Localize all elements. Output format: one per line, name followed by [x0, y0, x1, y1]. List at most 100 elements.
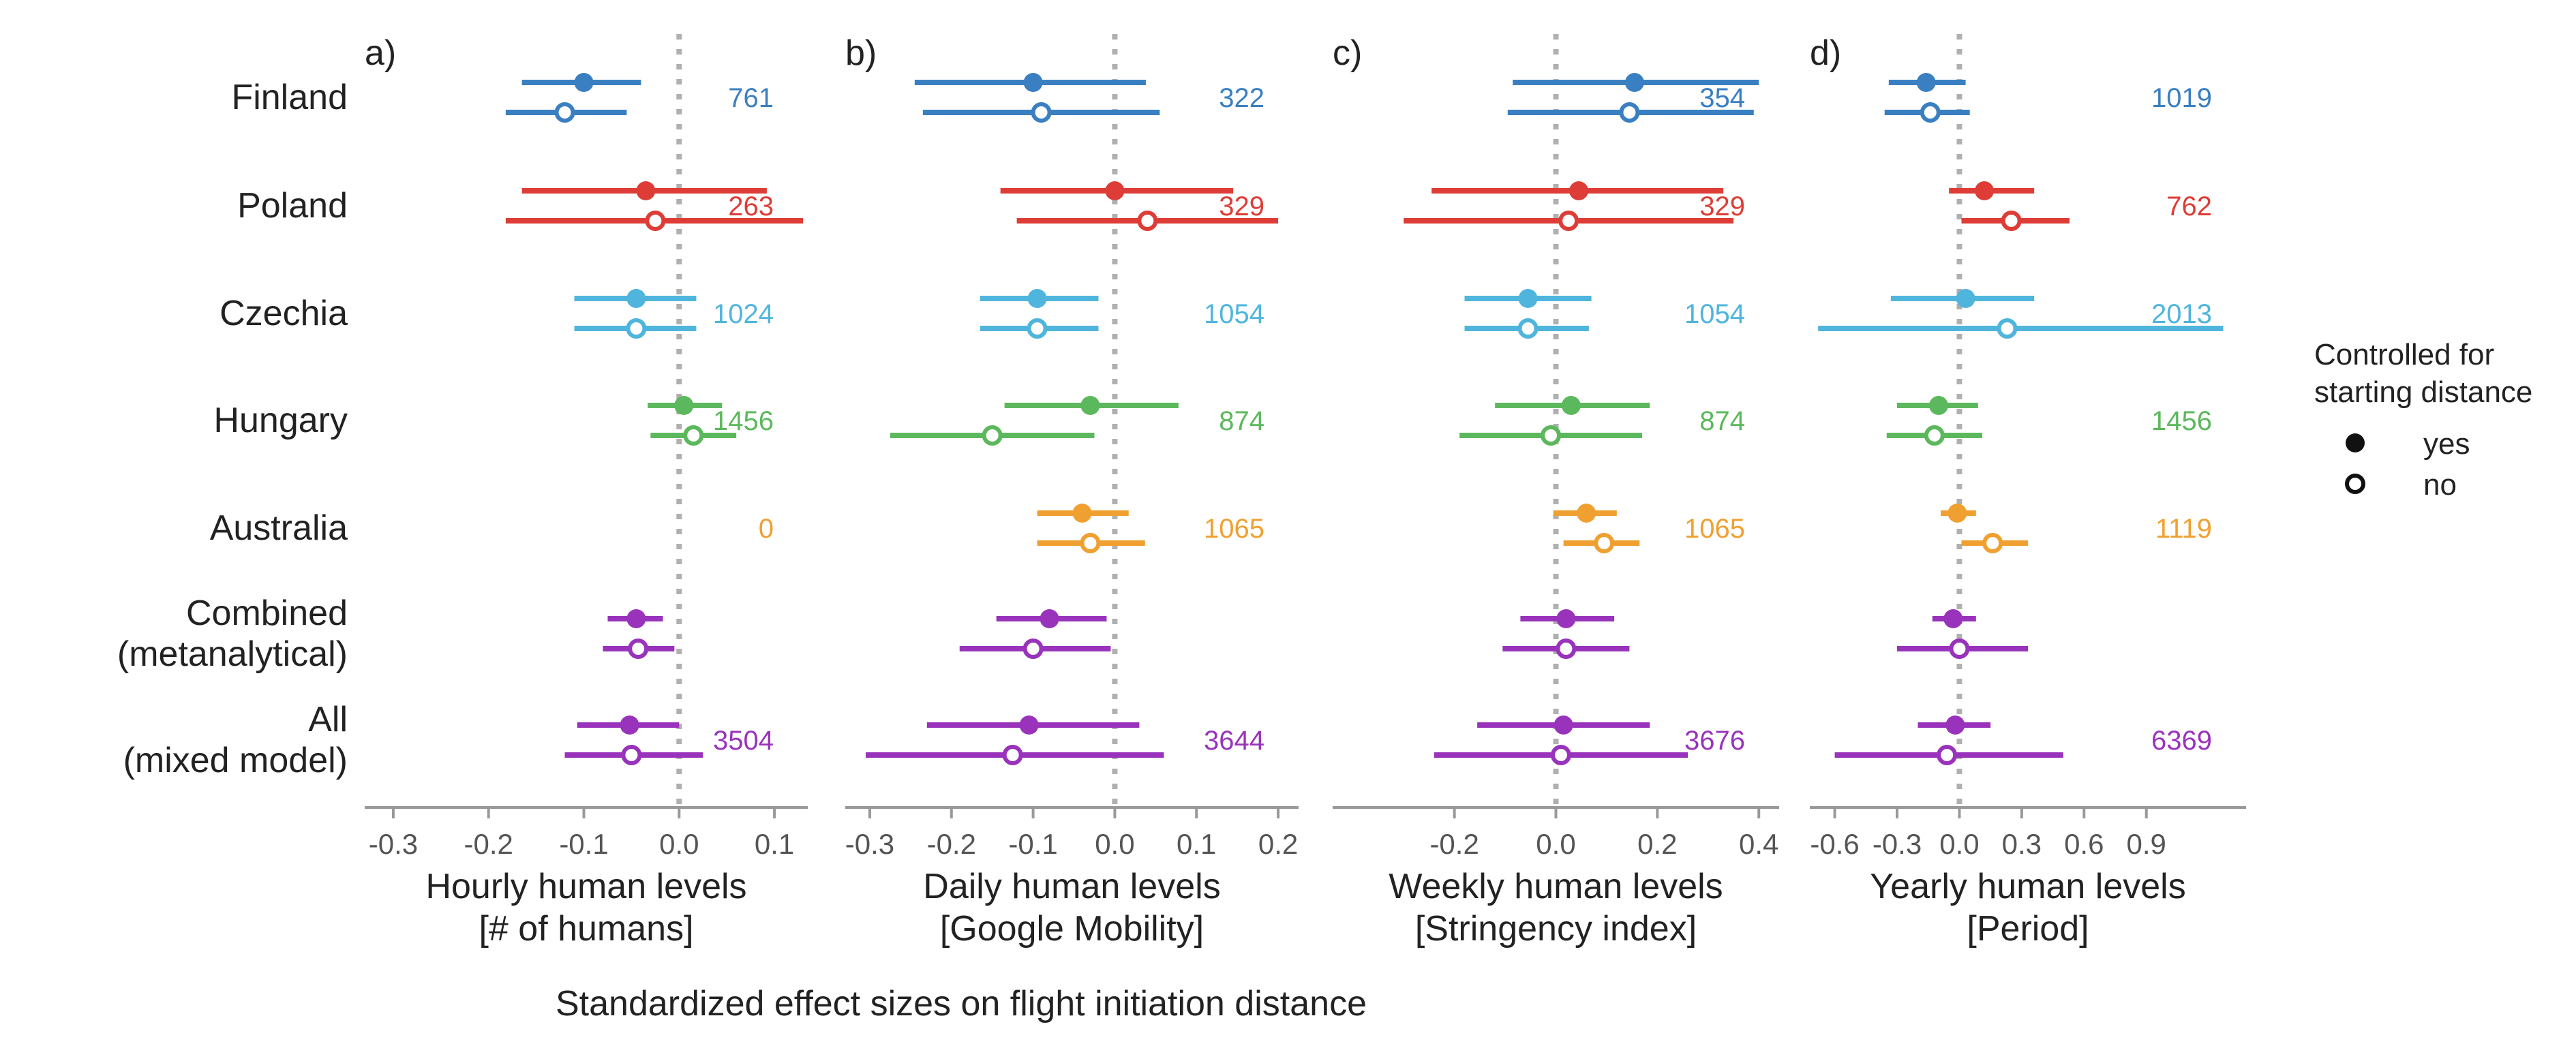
point-estimate-finland-no: [1920, 102, 1941, 123]
sample-size-label: 322: [1219, 83, 1264, 113]
sample-size-label: 3676: [1684, 726, 1745, 756]
sample-size-label: 1119: [2155, 514, 2212, 544]
point-estimate-czechia-no: [1027, 318, 1048, 339]
point-estimate-combined-yes: [626, 609, 646, 628]
row-label-combined-sub: (metanalytical): [117, 634, 348, 674]
point-estimate-czechia-yes: [1027, 289, 1047, 308]
legend-title: Controlled for: [2314, 338, 2494, 371]
point-estimate-combined-no: [1556, 639, 1577, 659]
x-tick-label: 0.3: [2002, 828, 2042, 860]
point-estimate-poland-yes: [1569, 181, 1588, 200]
point-estimate-all-yes: [1945, 716, 1965, 735]
sample-size-label: 1065: [1684, 514, 1745, 544]
x-tick-label: 0.9: [2127, 828, 2166, 860]
x-tick-label: -0.3: [845, 828, 894, 860]
sample-size-label: 1456: [2151, 406, 2212, 436]
point-estimate-finland-no: [1031, 102, 1052, 123]
sample-size-label: 354: [1699, 83, 1745, 113]
point-estimate-australia-yes: [1948, 504, 1967, 523]
sample-size-label: 1024: [713, 299, 774, 329]
point-estimate-hungary-yes: [674, 396, 694, 415]
x-tick-label: -0.2: [927, 828, 976, 860]
point-estimate-poland-no: [1137, 211, 1158, 231]
point-estimate-combined-yes: [1556, 609, 1576, 628]
x-tick-label: -0.3: [369, 828, 418, 860]
point-estimate-australia-no: [1080, 533, 1101, 553]
point-estimate-poland-yes: [1975, 181, 1994, 200]
x-tick-label: 0.1: [755, 828, 794, 860]
row-label-czechia: Czechia: [219, 294, 348, 333]
point-estimate-combined-no: [628, 639, 649, 659]
x-axis-title: Daily human levels: [923, 867, 1220, 906]
x-tick-label: 0.0: [1095, 828, 1134, 860]
point-estimate-combined-no: [1949, 639, 1970, 659]
point-estimate-finland-yes: [574, 73, 594, 92]
sample-size-label: 329: [1699, 191, 1745, 221]
point-estimate-hungary-no: [1541, 425, 1562, 446]
x-caption: Standardized effect sizes on flight init…: [556, 984, 1367, 1024]
panel-tag: c): [1333, 33, 1362, 73]
point-estimate-combined-yes: [1040, 609, 1059, 628]
point-estimate-all-no: [1002, 745, 1023, 765]
point-estimate-combined-no: [1022, 639, 1044, 659]
point-estimate-all-no: [1937, 745, 1958, 765]
panel-b: b) -0.3 -0.2 -0.1 0.0 0.1 0.2 Daily human level…: [845, 33, 1299, 949]
point-estimate-czechia-no: [1517, 318, 1539, 339]
panel-d: d) -0.6 -0.3 0.0 0.3 0.6 0.9 Yearly human level…: [1810, 33, 2246, 949]
row-label-combined: Combined: [186, 594, 348, 633]
row-label-hungary: Hungary: [213, 401, 348, 440]
sample-size-label: 1019: [2151, 83, 2212, 113]
panel-tag: d): [1810, 33, 1841, 73]
x-tick-label: 0.4: [1739, 828, 1778, 860]
sample-size-label: 263: [728, 191, 774, 221]
point-estimate-czechia-yes: [1518, 289, 1538, 308]
sample-size-label: 1054: [1684, 299, 1745, 329]
legend-label-yes: yes: [2423, 427, 2470, 461]
point-estimate-combined-yes: [1943, 609, 1963, 628]
x-tick-label: 0.0: [1536, 828, 1575, 860]
point-estimate-all-yes: [1019, 716, 1039, 735]
sample-size-label: 1054: [1204, 299, 1264, 329]
panel-tag: b): [845, 33, 877, 73]
x-axis-title: Weekly human levels: [1389, 867, 1723, 906]
x-tick-label: 0.6: [2064, 828, 2104, 860]
x-tick-label: -0.1: [559, 828, 608, 860]
point-estimate-australia-no: [1594, 533, 1615, 553]
sample-size-label: 3644: [1204, 726, 1264, 756]
x-axis-title: Yearly human levels: [1870, 867, 2185, 906]
x-tick-label: 0.0: [659, 828, 699, 860]
point-estimate-poland-no: [2001, 211, 2022, 231]
point-estimate-poland-yes: [636, 181, 656, 200]
legend-marker-open: [2345, 474, 2365, 494]
point-estimate-poland-no: [1558, 211, 1579, 231]
legend-label-no: no: [2423, 468, 2457, 502]
x-axis-title: [Stringency index]: [1415, 909, 1697, 949]
sample-size-label: 3504: [713, 726, 774, 756]
x-axis-title: [Google Mobility]: [940, 909, 1204, 949]
point-estimate-czechia-no: [1997, 318, 2018, 339]
row-label-poland: Poland: [237, 186, 348, 226]
x-tick-label: 0.2: [1637, 828, 1677, 860]
panel-c: c) -0.2 0.0 0.2 0.4 Weekly human levels[Strin…: [1333, 33, 1779, 949]
point-estimate-hungary-yes: [1928, 396, 1948, 415]
panel-tag: a): [365, 33, 396, 73]
x-axis-title: Hourly human levels: [425, 867, 746, 906]
point-estimate-hungary-no: [982, 425, 1003, 446]
x-tick-label: 0.2: [1258, 828, 1298, 860]
point-estimate-hungary-no: [683, 425, 704, 446]
point-estimate-australia-yes: [1072, 504, 1092, 523]
sample-size-label: 2013: [2151, 299, 2212, 329]
point-estimate-czechia-yes: [1956, 289, 1975, 308]
point-estimate-australia-no: [1982, 533, 2003, 553]
sample-size-label: 874: [1219, 406, 1264, 436]
x-tick-label: 0.1: [1177, 828, 1216, 860]
point-estimate-finland-yes: [1023, 73, 1043, 92]
sample-size-label: 761: [728, 83, 774, 113]
x-tick-label: -0.1: [1008, 828, 1057, 860]
legend-title: starting distance: [2314, 375, 2532, 409]
point-estimate-poland-no: [645, 211, 666, 231]
point-estimate-all-no: [1550, 745, 1571, 765]
legend-marker-filled: [2346, 433, 2365, 452]
x-tick-label: 0.0: [1939, 828, 1979, 860]
